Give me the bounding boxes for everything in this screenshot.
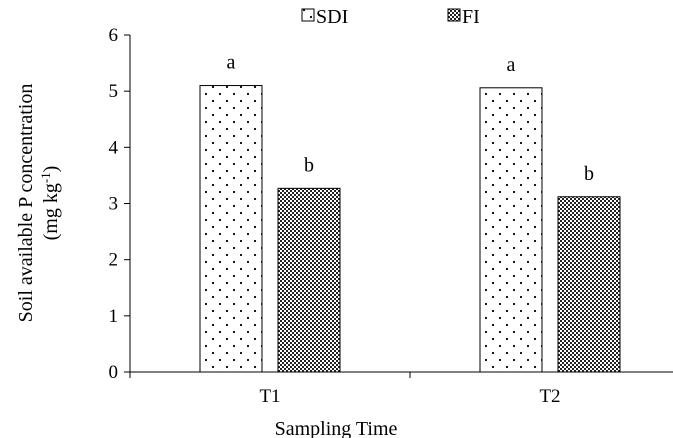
legend-swatch-fi — [447, 8, 461, 22]
bars: a b a b — [199, 52, 621, 373]
legend-label-sdi: SDI — [316, 6, 348, 28]
bar-sdi-t2 — [479, 87, 543, 373]
x-axis-title: Sampling Time — [275, 418, 398, 438]
x-tick-label: T2 — [539, 386, 560, 407]
y-axis-unit-pre: (mg kg — [40, 183, 62, 240]
y-axis-title: Soil available P concentration — [15, 84, 37, 323]
y-tick-label: 6 — [109, 25, 119, 46]
significance-label: b — [584, 163, 594, 185]
bar-fi-t1 — [277, 187, 341, 373]
y-tick-label: 4 — [109, 137, 119, 158]
significance-label: b — [304, 154, 314, 176]
bar-fi-t2 — [557, 196, 621, 373]
legend-swatch-sdi — [301, 8, 315, 22]
y-axis-unit-sup: -1 — [38, 172, 53, 183]
bar-sdi-t1 — [199, 85, 263, 373]
y-axis-unit: (mg kg-1) — [38, 166, 63, 241]
y-tick-label: 1 — [109, 306, 119, 327]
y-tick-label: 2 — [109, 250, 119, 271]
y-tick-label: 3 — [109, 194, 119, 215]
y-axis-unit-post: ) — [40, 166, 62, 173]
y-tick-label: 5 — [109, 81, 119, 102]
legend-label-fi: FI — [462, 6, 480, 28]
x-axis-ticks: T1 T2 — [129, 372, 561, 407]
legend: SDI FI — [301, 6, 480, 28]
x-tick-label: T1 — [259, 386, 280, 407]
y-tick-label: 0 — [109, 362, 119, 383]
significance-label: a — [227, 52, 236, 74]
significance-label: a — [507, 54, 516, 76]
y-axis-ticks: 0 1 2 3 4 5 6 — [109, 25, 130, 383]
